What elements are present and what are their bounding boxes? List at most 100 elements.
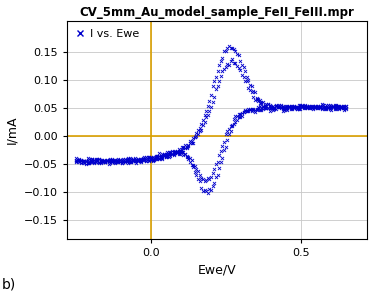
Point [239,113,245,118]
Point [128,159,134,164]
Point [192,163,198,168]
Point [80,159,86,164]
Point [138,156,144,161]
Point [164,153,170,158]
Point [125,156,131,160]
Point [166,153,172,157]
Point [250,89,256,94]
Point [106,158,112,163]
Point [184,155,189,160]
Point [341,106,347,111]
Point [294,104,300,109]
Point [299,103,305,108]
Point [332,106,338,110]
Point [177,148,183,153]
Point [231,121,237,126]
Point [85,160,91,165]
Point [309,106,315,111]
Point [278,103,284,108]
Point [296,106,302,111]
Point [123,159,129,164]
Point [177,151,183,156]
Point [288,104,294,108]
Point [172,149,178,154]
Point [261,102,267,107]
Point [81,161,87,165]
Point [185,144,191,148]
Point [258,101,264,106]
Point [179,149,185,154]
Point [99,159,105,163]
Point [127,158,133,163]
Point [249,90,255,95]
Point [221,140,227,144]
Point [90,157,95,162]
Point [283,106,289,111]
Point [133,158,139,163]
Point [138,159,144,164]
Point [252,97,258,102]
Point [286,104,292,109]
Point [198,176,204,181]
Point [150,158,156,163]
Point [322,105,328,110]
Point [232,61,238,66]
Point [292,105,298,109]
Point [151,156,157,160]
Point [302,103,308,108]
Point [188,158,194,163]
Point [221,49,227,53]
Point [172,150,178,154]
Point [244,75,250,80]
Point [132,159,138,163]
Point [289,104,295,109]
Point [252,90,258,95]
Point [138,158,144,163]
Point [73,159,79,163]
Point [208,105,214,110]
Point [143,159,149,163]
Point [244,109,250,113]
Point [153,156,159,161]
Point [275,104,280,108]
Point [343,104,349,109]
Point [188,163,194,167]
Point [210,184,216,188]
Point [317,104,323,109]
Point [237,115,243,120]
Point [228,129,233,133]
Point [261,104,267,109]
Point [115,158,121,163]
Point [219,69,225,74]
Point [286,104,292,109]
Point [229,57,235,62]
Point [201,178,207,183]
Point [343,103,349,108]
Point [283,104,289,109]
Point [325,103,331,107]
Title: CV_5mm_Au_model_sample_FeII_FeIII.mpr: CV_5mm_Au_model_sample_FeII_FeIII.mpr [80,6,355,19]
Point [310,105,316,110]
Point [247,83,253,87]
Point [81,159,87,163]
Point [153,156,159,161]
X-axis label: Ewe/V: Ewe/V [198,264,236,277]
Point [125,157,131,161]
Point [197,179,203,184]
Point [205,176,211,180]
Point [166,150,172,155]
Point [327,105,333,110]
Point [301,104,307,109]
Point [245,86,251,91]
Point [279,105,285,109]
Point [239,63,245,67]
Point [135,158,141,162]
Point [122,160,128,165]
Point [325,105,331,110]
Point [154,155,160,160]
Point [83,158,89,163]
Point [107,158,113,162]
Point [78,161,84,165]
Point [335,103,341,108]
Point [336,104,342,108]
